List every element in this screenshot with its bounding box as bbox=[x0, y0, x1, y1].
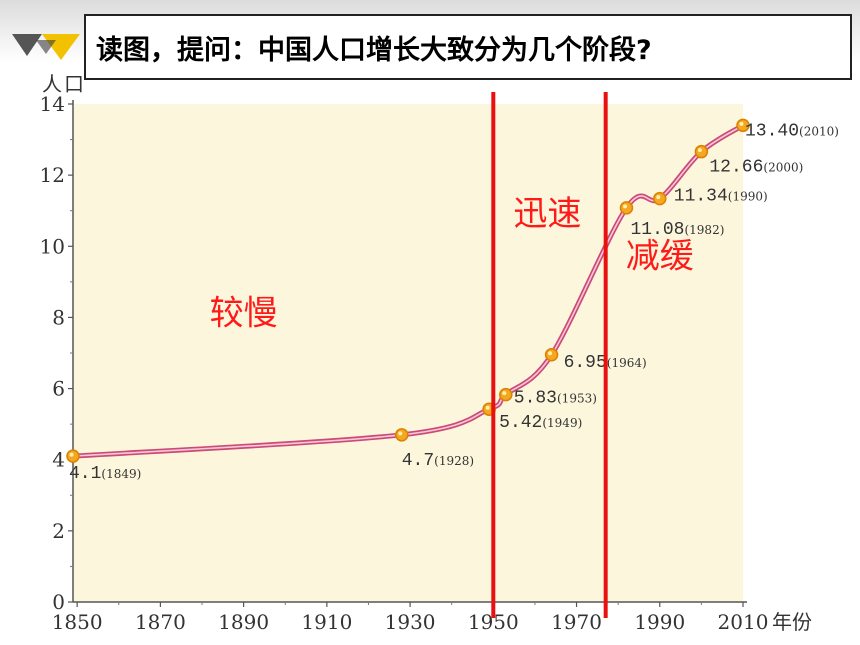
data-point-shine bbox=[697, 148, 702, 153]
data-label-2010: 13.40(2010) bbox=[745, 121, 839, 141]
x-tick-label: 1930 bbox=[385, 610, 436, 634]
slide-logo-icon bbox=[12, 34, 80, 60]
x-tick-label: 1990 bbox=[634, 610, 685, 634]
data-label-1953: 5.83(1953) bbox=[514, 389, 597, 409]
data-label-1964: 6.95(1964) bbox=[564, 353, 647, 373]
y-tick-label: 12 bbox=[40, 163, 65, 187]
data-point-shine bbox=[548, 351, 553, 356]
slide-title: 读图，提问：中国人口增长大致分为几个阶段? bbox=[96, 34, 652, 66]
y-tick-label: 10 bbox=[40, 234, 65, 258]
stage-label-2: 迅速 bbox=[513, 194, 581, 234]
data-point-shine bbox=[739, 121, 744, 126]
y-tick-label: 2 bbox=[52, 519, 65, 543]
data-label-1982: 11.08(1982) bbox=[630, 220, 724, 240]
y-tick-label: 8 bbox=[52, 305, 65, 329]
data-label-1928: 4.7(1928) bbox=[402, 451, 474, 471]
data-point-1964 bbox=[544, 348, 559, 362]
data-point-shine bbox=[398, 431, 403, 436]
data-label-1849: 4.1(1849) bbox=[69, 464, 141, 484]
x-tick-label: 1910 bbox=[301, 610, 352, 634]
plot-area bbox=[73, 104, 743, 602]
data-point-1849 bbox=[66, 449, 80, 463]
x-tick-label: 2010 bbox=[718, 610, 769, 634]
stage-label-1: 较慢 bbox=[210, 294, 278, 334]
stage-label-3: 减缓 bbox=[626, 237, 694, 277]
x-tick-label: 1890 bbox=[218, 610, 269, 634]
y-tick-label: 0 bbox=[52, 590, 65, 614]
data-point-1953 bbox=[499, 387, 513, 402]
y-tick-label: 14 bbox=[40, 92, 65, 116]
series-line-highlight bbox=[72, 124, 744, 457]
data-label-2000: 12.66(2000) bbox=[709, 158, 803, 178]
data-point-shine bbox=[622, 204, 627, 209]
x-tick-label: 1850 bbox=[52, 610, 103, 634]
data-point-1982 bbox=[619, 201, 634, 215]
data-point-1928 bbox=[395, 428, 409, 442]
y-tick-label: 4 bbox=[52, 448, 65, 472]
x-axis-unit: 年份 bbox=[772, 610, 812, 634]
data-point-2010 bbox=[736, 118, 750, 133]
x-tick-label: 1870 bbox=[135, 610, 186, 634]
y-tick-label: 6 bbox=[52, 377, 65, 401]
data-label-1949: 5.42(1949) bbox=[499, 413, 582, 433]
data-point-shine bbox=[485, 405, 490, 410]
data-point-2000 bbox=[694, 144, 709, 159]
data-point-shine bbox=[502, 391, 507, 396]
data-point-shine bbox=[69, 452, 74, 457]
title-box: 读图，提问：中国人口增长大致分为几个阶段? bbox=[84, 14, 852, 80]
data-point-shine bbox=[656, 195, 661, 200]
data-point-1990 bbox=[653, 191, 667, 206]
y-axis-label: 人口 bbox=[42, 72, 86, 96]
data-label-1990: 11.34(1990) bbox=[674, 187, 768, 207]
x-tick-label: 1970 bbox=[551, 610, 602, 634]
